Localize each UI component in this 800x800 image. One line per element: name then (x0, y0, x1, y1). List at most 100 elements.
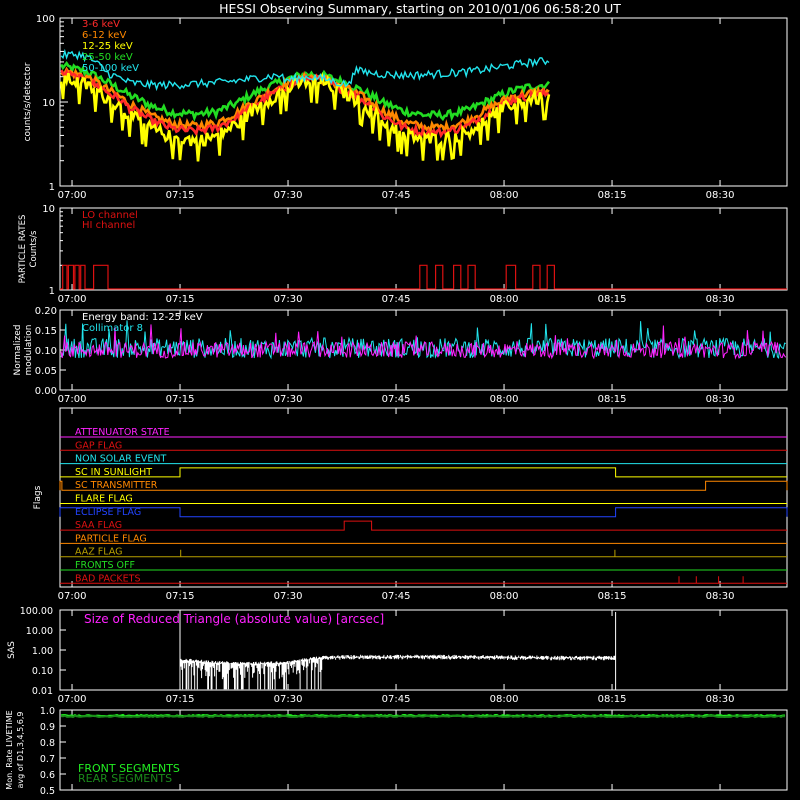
x-tick-label: 07:30 (274, 591, 303, 602)
legend-entry: LO channel (82, 210, 138, 221)
x-tick-label: 08:15 (598, 591, 627, 602)
flag-label: SC IN SUNLIGHT (75, 467, 152, 478)
x-tick-label: 07:45 (382, 294, 411, 305)
plot-frame (59, 709, 788, 791)
flags-panel: 07:00 07:15 07:30 07:45 08:00 08:15 08:30 Flags… (33, 407, 788, 602)
modulation-panel: 07:00 07:15 07:30 07:45 08:00 08:15 08:30 Norma… (13, 306, 788, 405)
x-tick-label: 08:30 (706, 694, 735, 705)
x-tick-label: 08:30 (706, 394, 735, 405)
y-tick-label: 0.00 (35, 386, 57, 397)
sas-triangle-line (179, 612, 617, 690)
x-tick-label: 08:15 (598, 394, 627, 405)
flag-label: BAD PACKETS (75, 573, 141, 584)
x-tick-label: 08:30 (706, 294, 735, 305)
flag-label: SC TRANSMITTER (75, 480, 158, 491)
energy-band-label: Energy band: 12-25 keV (82, 312, 203, 323)
x-tick-label: 08:15 (598, 694, 627, 705)
legend-entry: 25-50 keV (82, 52, 133, 63)
flag-line (60, 520, 787, 531)
y-axis-label: modulation (24, 325, 34, 376)
legend-entry: HI channel (82, 220, 135, 231)
y-tick-label: 0.20 (35, 306, 57, 317)
legend-entry: 12-25 keV (82, 41, 133, 52)
x-tick-label: 08:30 (706, 591, 735, 602)
y-axis-label: counts/s/detector (23, 62, 33, 141)
sas-annotation: Size of Reduced Triangle (absolute value… (84, 612, 384, 626)
y-tick-label: 0.15 (35, 326, 57, 337)
x-tick-label: 07:00 (58, 694, 87, 705)
flag-line (60, 467, 787, 478)
y-tick-label: 0.8 (40, 738, 55, 749)
y-tick-label: 0.01 (32, 686, 53, 697)
x-tick-label: 07:30 (274, 694, 303, 705)
x-tick-label: 08:00 (490, 394, 519, 405)
legend-entry: 3-6 keV (82, 19, 120, 30)
x-tick-label: 08:00 (490, 190, 519, 201)
y-axis-label: Mon. Rate LIVETIME (5, 710, 14, 789)
y-tick-label: 10 (42, 98, 55, 109)
x-tick-label: 07:45 (382, 394, 411, 405)
y-tick-label: 0.5 (40, 786, 55, 797)
y-axis-label: PARTICLE RATES (18, 215, 28, 284)
count-rate-panel: 07:00 07:15 07:30 07:45 08:00 08:15 08:30 count… (23, 14, 788, 201)
y-tick-label: 1.0 (40, 706, 55, 717)
x-tick-label: 07:45 (382, 190, 411, 201)
figure-title: HESSI Observing Summary, starting on 201… (219, 1, 621, 16)
flag-label: GAP FLAG (75, 440, 122, 451)
flag-label: ATTENUATOR STATE (75, 427, 170, 438)
series-line-50-100-keV (60, 48, 550, 92)
sas-panel: 07:00 07:15 07:30 07:45 08:00 08:15 08:30 SAS 0.… (7, 606, 788, 705)
flag-line (60, 549, 787, 558)
series-line-12-25-keV (59, 71, 551, 162)
y-axis-label: Counts/s (29, 230, 39, 268)
plot-frame (59, 17, 788, 187)
rear-segments-line (60, 714, 786, 719)
y-tick-label: 1.00 (32, 646, 53, 657)
plot-frame (59, 407, 788, 588)
y-axis-label: Normalized (13, 324, 23, 375)
flag-label: FRONTS OFF (75, 560, 135, 571)
flag-line (59, 480, 788, 491)
x-tick-label: 08:15 (598, 190, 627, 201)
flag-label: ECLIPSE FLAG (75, 507, 141, 518)
plot-frame (59, 207, 788, 291)
y-tick-label: 100 (36, 14, 55, 25)
legend-entry: Collimator 8 (82, 323, 143, 334)
y-tick-label: 0.7 (40, 754, 55, 765)
x-tick-label: 07:15 (166, 294, 195, 305)
x-tick-label: 07:30 (274, 294, 303, 305)
flag-label: NON SOLAR EVENT (75, 454, 166, 465)
livetime-panel: Mon. Rate LIVETIME avg of D1,3,4,5,6,9 0.5… (5, 706, 788, 797)
x-tick-label: 07:00 (58, 394, 87, 405)
x-tick-label: 07:00 (58, 591, 87, 602)
y-tick-label: 1 (49, 286, 55, 297)
x-tick-label: 08:00 (490, 294, 519, 305)
x-tick-label: 07:30 (274, 190, 303, 201)
flag-label: PARTICLE FLAG (75, 533, 147, 544)
flag-label: SAA FLAG (75, 520, 122, 531)
x-tick-label: 08:30 (706, 190, 735, 201)
flag-line (59, 507, 788, 518)
flag-label: AAZ FLAG (75, 547, 122, 558)
x-tick-label: 07:15 (166, 394, 195, 405)
x-tick-label: 08:15 (598, 294, 627, 305)
y-tick-label: 1 (49, 182, 55, 193)
y-tick-label: 10 (42, 204, 55, 215)
x-tick-label: 07:15 (166, 591, 195, 602)
y-axis-label: avg of D1,3,4,5,6,9 (16, 712, 25, 789)
legend-entry: 50-100 keV (82, 63, 139, 74)
collimator-8-line (60, 320, 786, 360)
y-axis-label: SAS (7, 641, 17, 659)
legend-entry: REAR SEGMENTS (78, 772, 172, 785)
particle-rate-panel: 07:00 07:15 07:30 07:45 08:00 08:15 08:30 PARTI… (18, 204, 788, 305)
x-tick-label: 07:00 (58, 190, 87, 201)
y-tick-label: 0.9 (40, 722, 55, 733)
flag-line (60, 576, 787, 584)
flag-label: FLARE FLAG (75, 494, 133, 505)
y-tick-label: 0.05 (35, 366, 57, 377)
y-tick-label: 0.6 (40, 770, 55, 781)
x-tick-label: 07:30 (274, 394, 303, 405)
y-axis-label: Flags (33, 485, 43, 509)
y-tick-label: 10.00 (26, 626, 53, 637)
